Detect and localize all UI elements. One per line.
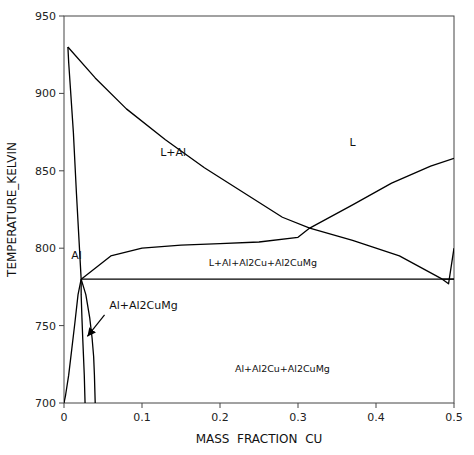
lines [64, 47, 454, 403]
y-tick-label: 700 [35, 397, 56, 410]
phase-boundary [81, 279, 85, 403]
y-tick-label: 950 [35, 10, 56, 23]
y-tick [59, 170, 64, 171]
y-tick [59, 403, 64, 404]
x-tick-label: 0.5 [445, 411, 463, 424]
annotation-arrow [87, 315, 104, 337]
x-tick-label: 0.2 [211, 411, 229, 424]
y-tick-label: 800 [35, 242, 56, 255]
y-tick-label: 750 [35, 320, 56, 333]
x-tick-label: 0.1 [133, 411, 151, 424]
phase-boundary [81, 279, 95, 403]
plot-frame [64, 16, 454, 403]
x-tick [298, 403, 299, 408]
phase-boundary [68, 47, 310, 228]
region-label: L+Al+Al2Cu+Al2CuMg [209, 257, 317, 268]
region-label: Al+Al2Cu+Al2CuMg [235, 363, 330, 374]
y-tick [59, 16, 64, 17]
x-tick [454, 403, 455, 408]
chart: 0 0.1 0.2 0.3 0.4 0.5 700 750 800 850 900 950 MASS F… [0, 0, 474, 455]
y-tick [59, 325, 64, 326]
y-tick-label: 900 [35, 87, 56, 100]
x-tick-label: 0.3 [289, 411, 307, 424]
region-label: Al+Al2CuMg [109, 299, 178, 312]
y-axis-label: TEMPERATURE_KELVIN [5, 142, 19, 278]
phase-boundary [68, 47, 81, 279]
y-tick [59, 248, 64, 249]
phase-boundary [81, 279, 454, 280]
phase-boundary [81, 228, 454, 279]
x-tick-label: 0 [61, 411, 68, 424]
x-tick-label: 0.4 [367, 411, 385, 424]
region-label: Al [71, 249, 82, 262]
y-tick [59, 93, 64, 94]
region-label: L+Al [160, 146, 186, 159]
phase-boundary [310, 158, 454, 228]
x-tick [220, 403, 221, 408]
phase-boundary [442, 248, 454, 284]
x-tick [64, 403, 65, 408]
region-label: L [350, 136, 357, 149]
y-tick-label: 850 [35, 165, 56, 178]
x-axis-label: MASS FRACTION CU [196, 432, 323, 446]
phase-boundary [64, 279, 81, 403]
x-tick [376, 403, 377, 408]
x-tick [142, 403, 143, 408]
